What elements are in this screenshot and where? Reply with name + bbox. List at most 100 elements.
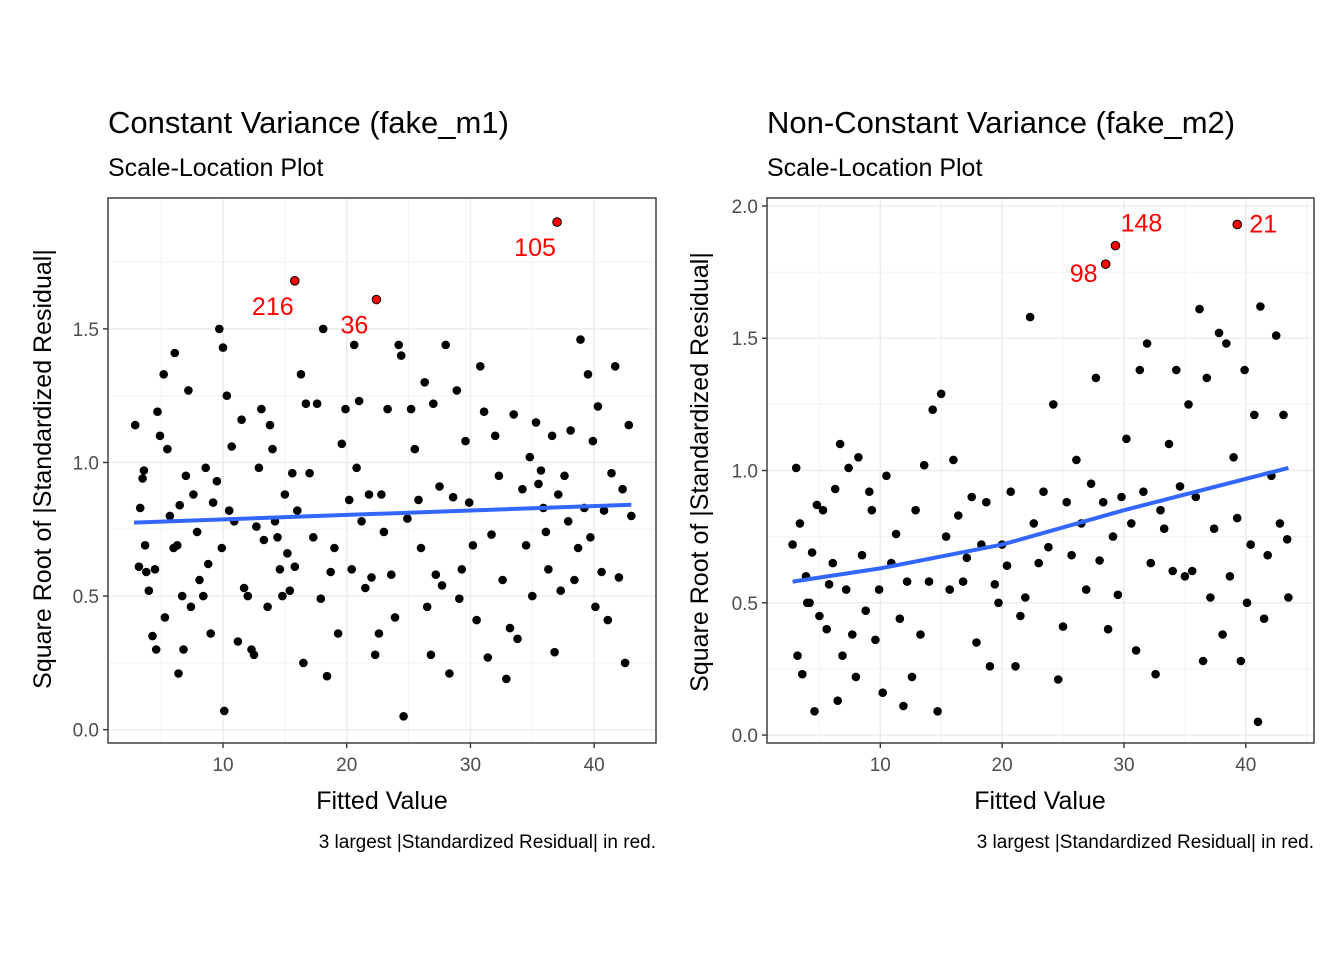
data-point	[505, 623, 515, 633]
data-point	[1146, 558, 1156, 568]
data-point	[189, 490, 198, 499]
data-point	[1072, 455, 1081, 465]
smooth-trend-line	[133, 502, 632, 525]
data-point	[607, 468, 616, 478]
data-point	[383, 404, 392, 414]
data-point	[457, 565, 467, 574]
y-tick-label: 1.5	[732, 329, 758, 350]
data-point	[531, 418, 541, 427]
data-point	[379, 527, 389, 537]
data-point	[911, 505, 920, 515]
data-point	[933, 707, 942, 716]
data-point	[224, 506, 234, 515]
data-point	[878, 688, 887, 697]
data-point	[155, 431, 165, 441]
data-point	[851, 672, 861, 682]
data-point	[550, 647, 559, 657]
data-point	[874, 585, 884, 594]
data-point	[962, 553, 972, 563]
data-point	[588, 436, 598, 446]
data-point	[357, 517, 366, 526]
data-point	[472, 615, 481, 625]
data-point	[1131, 646, 1141, 655]
data-point	[222, 391, 232, 401]
data-point	[795, 519, 805, 528]
data-point	[865, 487, 874, 497]
data-point	[186, 602, 196, 612]
data-point	[525, 452, 535, 462]
data-point	[1164, 439, 1174, 449]
data-point	[1271, 331, 1281, 340]
data-point	[290, 562, 300, 571]
data-point	[1236, 656, 1246, 666]
data-point	[798, 669, 807, 679]
data-point	[1240, 365, 1249, 375]
data-point	[370, 650, 380, 660]
data-point	[603, 615, 613, 625]
data-point	[387, 570, 396, 579]
data-point	[203, 559, 213, 569]
data-point	[954, 511, 963, 520]
data-point	[1206, 593, 1215, 602]
data-point	[958, 577, 968, 586]
data-point	[1242, 598, 1252, 608]
data-point	[1168, 566, 1177, 576]
data-point	[138, 474, 147, 483]
panel-constant-variance: Constant Variance (fake_m1) Scale-Locati…	[29, 105, 657, 853]
data-point	[468, 541, 478, 550]
data-point	[215, 324, 224, 334]
data-point	[259, 535, 269, 545]
data-point	[249, 650, 259, 660]
data-point	[243, 591, 253, 601]
data-point	[498, 575, 507, 585]
data-point	[928, 405, 937, 415]
data-point	[518, 484, 527, 494]
data-point	[410, 444, 420, 454]
data-point	[422, 602, 432, 612]
panel-background	[108, 198, 656, 743]
data-point	[861, 606, 870, 615]
data-point	[367, 573, 376, 582]
outlier-point	[289, 276, 300, 286]
chart-subtitle: Scale-Location Plot	[767, 154, 982, 182]
data-point	[159, 370, 168, 379]
data-point	[437, 581, 447, 590]
data-point	[624, 420, 634, 430]
data-point	[1117, 492, 1126, 502]
panel-border	[107, 197, 657, 744]
outlier-point	[371, 294, 382, 305]
data-point	[536, 466, 546, 475]
data-point	[871, 635, 880, 645]
data-point	[429, 399, 438, 409]
data-point	[899, 701, 908, 711]
data-point	[830, 484, 840, 494]
outlier-label: 36	[341, 312, 369, 340]
data-point	[793, 651, 802, 660]
data-point	[1044, 542, 1053, 552]
data-point	[464, 498, 474, 507]
data-point	[1184, 400, 1193, 409]
data-point	[1256, 302, 1265, 311]
x-axis-title: Fitted Value	[316, 787, 448, 815]
data-point	[487, 530, 496, 539]
data-point	[309, 533, 318, 542]
data-point	[788, 540, 797, 549]
data-point	[556, 586, 565, 595]
data-point	[583, 370, 593, 379]
data-point	[217, 543, 227, 553]
data-point	[288, 468, 297, 478]
data-point	[1191, 492, 1201, 502]
data-point	[1029, 519, 1039, 528]
data-point	[206, 629, 215, 638]
chart-caption: 3 largest |Standardized Residual| in red…	[977, 832, 1314, 853]
data-point	[139, 466, 149, 475]
data-point	[361, 583, 370, 593]
data-point	[184, 386, 193, 395]
data-point	[1081, 585, 1091, 594]
data-point	[586, 533, 595, 542]
outlier-label: 216	[252, 293, 294, 321]
data-point	[150, 565, 160, 574]
data-point	[273, 533, 282, 542]
data-point	[305, 468, 314, 478]
data-point	[170, 348, 180, 358]
